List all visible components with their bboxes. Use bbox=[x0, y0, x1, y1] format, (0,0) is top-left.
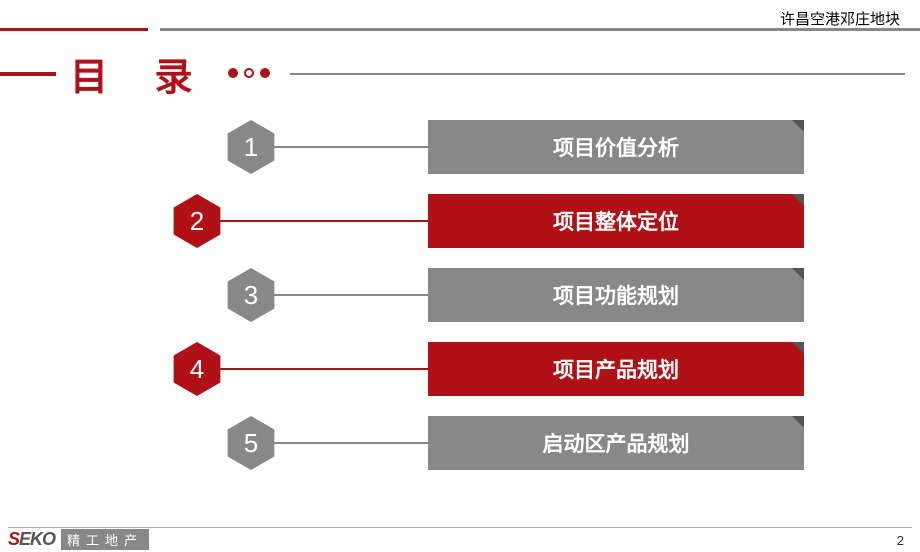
connector-line bbox=[274, 442, 428, 444]
connector-line bbox=[220, 220, 428, 222]
title-dot-icon bbox=[260, 68, 270, 78]
header-subtitle: 许昌空港邓庄地块 bbox=[780, 8, 900, 29]
title-dot-icon bbox=[244, 68, 254, 78]
toc-row: 4项目产品规划 bbox=[170, 354, 830, 412]
page-number: 2 bbox=[897, 533, 904, 548]
top-red-bar bbox=[0, 28, 148, 31]
toc-label: 项目整体定位 bbox=[428, 194, 804, 248]
notch-icon bbox=[792, 268, 804, 280]
notch-icon bbox=[792, 120, 804, 132]
toc-label: 项目功能规划 bbox=[428, 268, 804, 322]
toc-row: 5启动区产品规划 bbox=[170, 428, 830, 486]
toc-label: 项目产品规划 bbox=[428, 342, 804, 396]
title-line bbox=[290, 73, 905, 75]
title-group: 目 录 bbox=[0, 46, 920, 106]
toc-number: 4 bbox=[170, 342, 224, 396]
toc-row: 1项目价值分析 bbox=[170, 132, 830, 190]
title-dots bbox=[228, 68, 270, 78]
toc-row: 2项目整体定位 bbox=[170, 206, 830, 264]
logo-seko: SEKO bbox=[8, 529, 55, 550]
notch-icon bbox=[792, 194, 804, 206]
footer: SEKO 精工地产 2 bbox=[0, 524, 920, 552]
toc-label: 启动区产品规划 bbox=[428, 416, 804, 470]
title-dot-icon bbox=[228, 68, 238, 78]
logo-s: S bbox=[8, 529, 19, 549]
toc-label: 项目价值分析 bbox=[428, 120, 804, 174]
notch-icon bbox=[792, 342, 804, 354]
toc-number: 3 bbox=[224, 268, 278, 322]
toc-number: 1 bbox=[224, 120, 278, 174]
title-red-bar bbox=[0, 72, 56, 76]
top-gray-bar bbox=[160, 28, 920, 31]
connector-line bbox=[220, 368, 428, 370]
footer-brand: SEKO 精工地产 bbox=[8, 529, 149, 550]
footer-divider bbox=[8, 527, 912, 528]
connector-line bbox=[274, 294, 428, 296]
toc-number: 5 bbox=[224, 416, 278, 470]
toc-row: 3项目功能规划 bbox=[170, 280, 830, 338]
page-title: 目 录 bbox=[70, 46, 211, 101]
logo-eko: EKO bbox=[19, 529, 55, 549]
connector-line bbox=[274, 146, 428, 148]
notch-icon bbox=[792, 416, 804, 428]
brand-name: 精工地产 bbox=[61, 529, 149, 550]
toc-number: 2 bbox=[170, 194, 224, 248]
